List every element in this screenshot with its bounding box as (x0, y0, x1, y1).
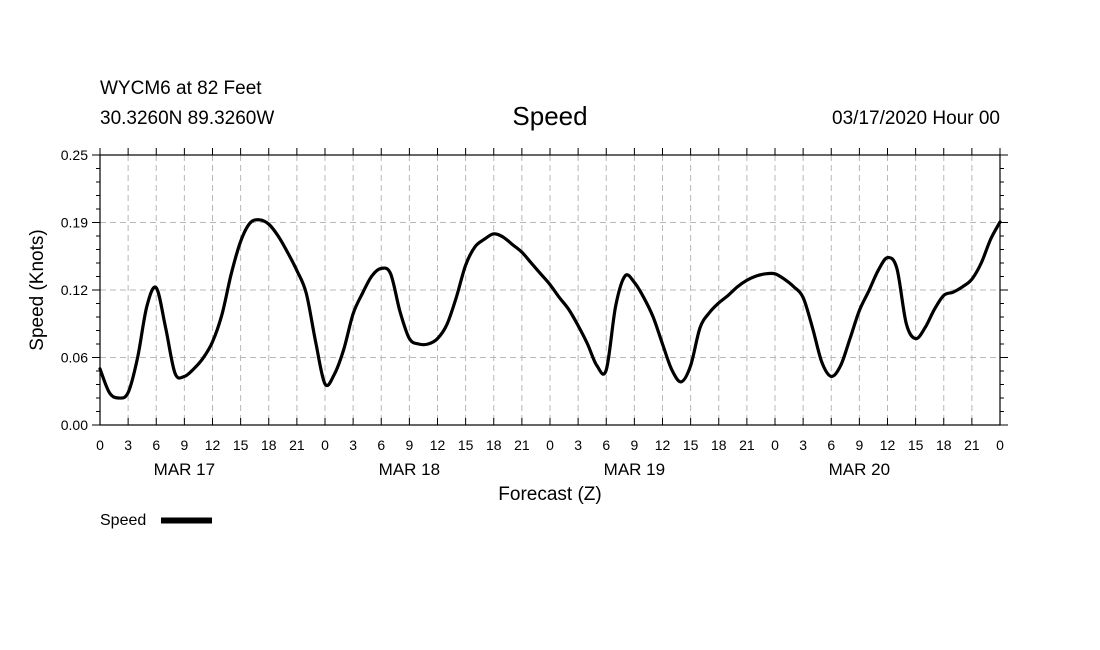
grid-lines (100, 155, 1000, 425)
x-tick-label: 6 (152, 437, 160, 453)
x-tick-label: 3 (124, 437, 132, 453)
y-tick-label: 0.06 (61, 350, 88, 366)
x-tick-label: 0 (996, 437, 1004, 453)
x-tick-label: 18 (711, 437, 727, 453)
x-tick-label: 6 (827, 437, 835, 453)
issue-time: 03/17/2020 Hour 00 (832, 108, 1000, 129)
x-tick-label: 9 (180, 437, 188, 453)
x-tick-label: 21 (289, 437, 305, 453)
legend-label: Speed (100, 512, 146, 529)
x-tick-label: 15 (233, 437, 249, 453)
x-tick-label: 0 (546, 437, 554, 453)
x-tick-label: 12 (880, 437, 896, 453)
x-tick-label: 6 (602, 437, 610, 453)
x-tick-label: 21 (514, 437, 530, 453)
day-label: MAR 17 (154, 460, 215, 479)
y-tick-label: 0.00 (61, 417, 88, 433)
y-axis-ticks: 0.00 0.06 0.12 0.19 0.25 (61, 147, 1008, 433)
x-tick-label: 0 (96, 437, 104, 453)
x-axis-ticks: 0 3 6 9 12 15 18 21 0 3 6 9 12 15 18 21 0 3 6 9 12 15 18 21 0 3 6 9… (96, 148, 1004, 453)
x-tick-label: 9 (630, 437, 638, 453)
chart-title: Speed (512, 101, 587, 131)
x-tick-label: 9 (405, 437, 413, 453)
coordinates-label: 30.3260N 89.3260W (100, 108, 274, 129)
x-axis-label: Forecast (Z) (498, 484, 601, 505)
x-tick-label: 18 (486, 437, 502, 453)
x-tick-label: 0 (771, 437, 779, 453)
day-label: MAR 20 (829, 460, 890, 479)
series-line-speed (98, 218, 1002, 400)
x-tick-label: 0 (321, 437, 329, 453)
x-tick-label: 12 (430, 437, 446, 453)
day-label: MAR 18 (379, 460, 440, 479)
series-layer (98, 218, 1002, 400)
x-tick-label: 18 (936, 437, 952, 453)
x-tick-label: 18 (261, 437, 277, 453)
y-tick-label: 0.12 (61, 282, 88, 298)
x-tick-label: 15 (458, 437, 474, 453)
x-tick-label: 21 (964, 437, 980, 453)
day-labels: MAR 17 MAR 18 MAR 19 MAR 20 (154, 460, 890, 479)
x-tick-label: 3 (574, 437, 582, 453)
plot-frame (99, 154, 1001, 426)
day-label: MAR 19 (604, 460, 665, 479)
x-tick-label: 21 (739, 437, 755, 453)
x-tick-label: 9 (855, 437, 863, 453)
x-tick-label: 3 (799, 437, 807, 453)
x-tick-label: 12 (655, 437, 671, 453)
station-label: WYCM6 at 82 Feet (100, 78, 262, 99)
y-tick-label: 0.25 (61, 147, 88, 163)
x-tick-label: 3 (349, 437, 357, 453)
x-tick-label: 6 (377, 437, 385, 453)
y-tick-label: 0.19 (61, 215, 88, 231)
x-tick-label: 12 (205, 437, 221, 453)
y-axis-label: Speed (Knots) (27, 229, 48, 350)
x-tick-label: 15 (683, 437, 699, 453)
legend: Speed (100, 512, 212, 529)
x-tick-label: 15 (908, 437, 924, 453)
